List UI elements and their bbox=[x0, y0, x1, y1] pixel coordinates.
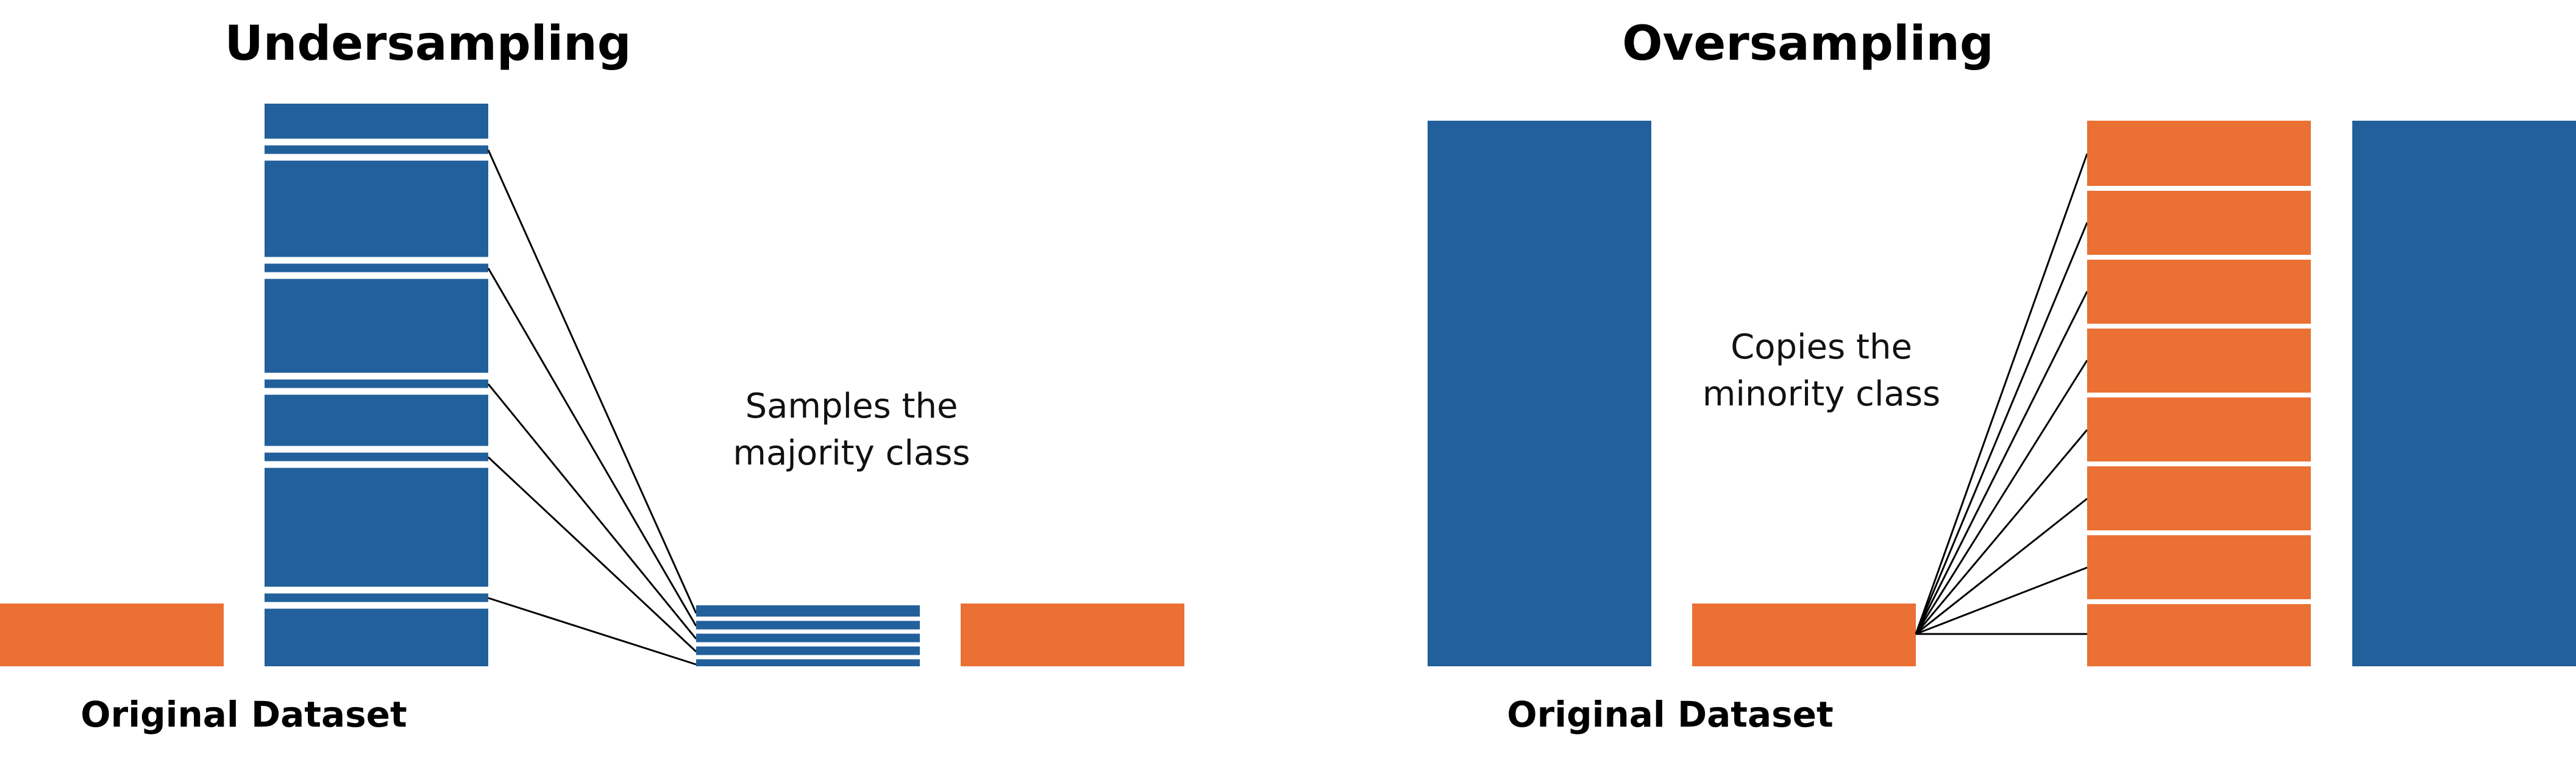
oversampling-panel: Oversampling Copie bbox=[1428, 16, 2576, 735]
us-original-minority-bar bbox=[0, 604, 224, 666]
us-result-minority-bar bbox=[961, 604, 1184, 666]
undersampling-panel: Undersampling bbox=[0, 16, 1184, 735]
us-caption-line2: majority class bbox=[733, 433, 970, 473]
os-minority-copies-stack bbox=[2087, 121, 2311, 666]
oversampling-title: Oversampling bbox=[1622, 16, 1994, 71]
us-original-majority-bar bbox=[265, 104, 488, 666]
us-majority-separators bbox=[265, 138, 488, 609]
os-caption-line1: Copies the bbox=[1731, 327, 1912, 367]
os-original-minority-bar bbox=[1692, 604, 1916, 666]
us-original-dataset-label: Original Dataset bbox=[80, 694, 407, 735]
us-sampled-majority-stack bbox=[696, 605, 920, 666]
us-connector-lines bbox=[487, 149, 697, 666]
us-caption-line1: Samples the bbox=[745, 386, 958, 426]
os-result-majority-bar bbox=[2352, 121, 2576, 666]
os-original-majority-bar bbox=[1428, 121, 1651, 666]
os-caption-line2: minority class bbox=[1703, 374, 1940, 414]
os-original-dataset-label: Original Dataset bbox=[1507, 694, 1833, 735]
undersampling-title: Undersampling bbox=[224, 16, 631, 71]
os-connector-lines bbox=[1915, 153, 2088, 635]
